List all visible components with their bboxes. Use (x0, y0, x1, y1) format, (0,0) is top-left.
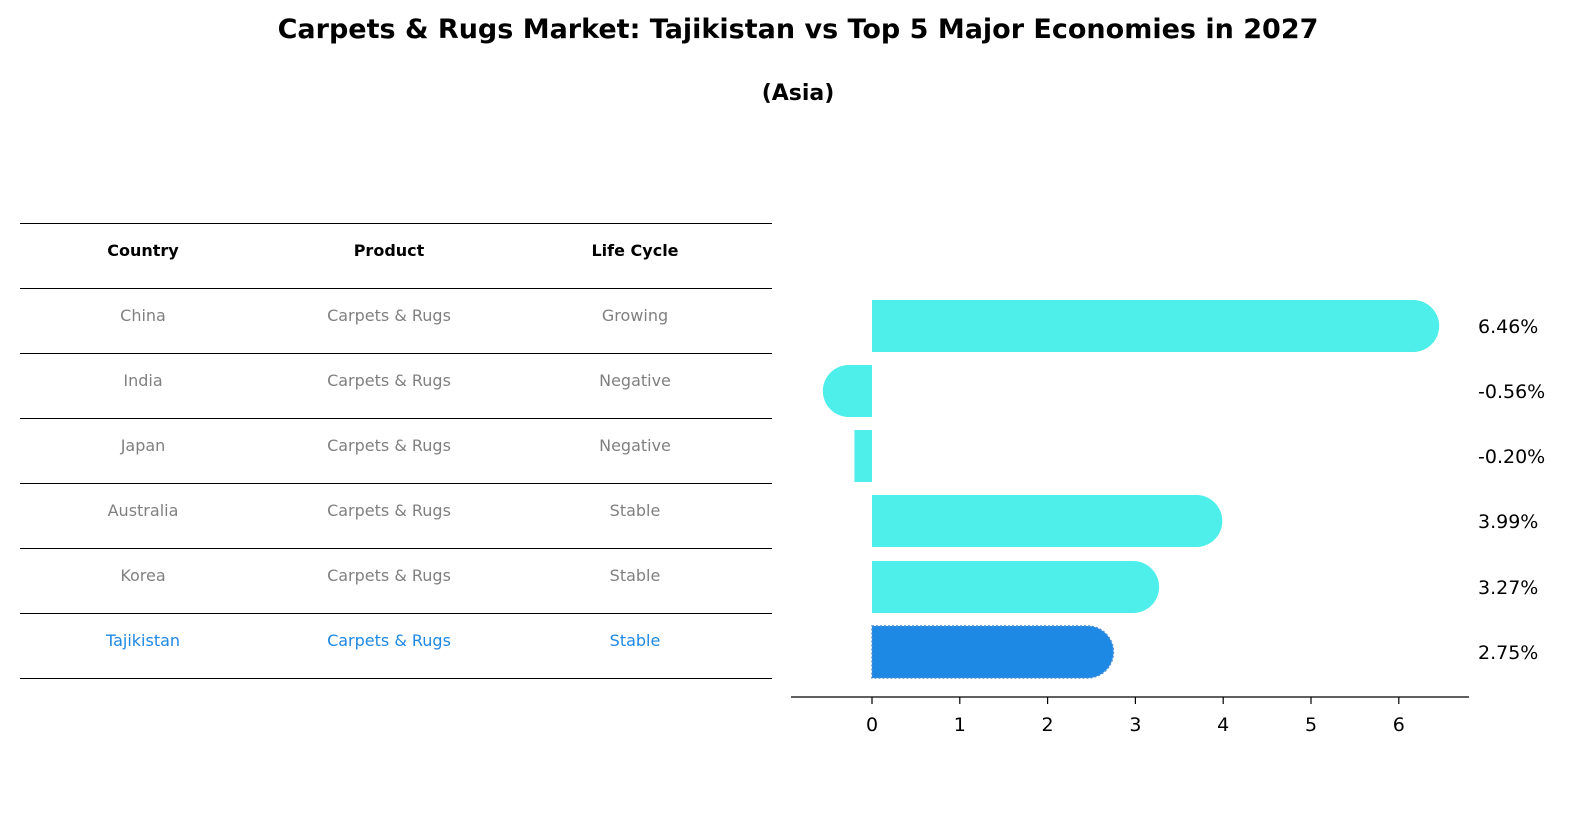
cell-country-highlight: Tajikistan (105, 631, 181, 650)
cell-life-cycle: Stable (609, 566, 661, 585)
cell-life-cycle-highlight: Stable (609, 631, 661, 650)
bar-value-label: -0.20% (1478, 446, 1545, 468)
table-rule (20, 288, 772, 289)
bar-value-label: 6.46% (1478, 316, 1538, 338)
cell-product: Carpets & Rugs (327, 501, 451, 520)
chart-title: Carpets & Rugs Market: Tajikistan vs Top… (277, 14, 1319, 45)
chart-subtitle: (Asia) (761, 81, 835, 106)
x-tick-label: 1 (954, 714, 966, 736)
x-tick-label: 5 (1305, 714, 1317, 736)
table-rule (20, 613, 772, 614)
cell-country: Japan (120, 436, 166, 455)
cell-life-cycle: Stable (609, 501, 661, 520)
x-tick-label: 2 (1042, 714, 1054, 736)
cell-product: Carpets & Rugs (327, 306, 451, 325)
header-country: Country (107, 241, 179, 260)
table-rule (20, 223, 772, 224)
bar (854, 430, 872, 482)
bar (822, 365, 872, 417)
table-rule (20, 483, 772, 484)
cell-life-cycle: Negative (599, 371, 671, 390)
table-rule (20, 548, 772, 549)
bar (872, 300, 1440, 352)
x-tick-label: 6 (1393, 714, 1405, 736)
cell-product: Carpets & Rugs (327, 436, 451, 455)
x-tick-label: 0 (866, 714, 878, 736)
cell-product: Carpets & Rugs (327, 566, 451, 585)
bar (872, 561, 1160, 613)
x-tick-label: 3 (1129, 714, 1141, 736)
cell-country: Korea (120, 566, 166, 585)
cell-product: Carpets & Rugs (327, 371, 451, 390)
cell-country: China (120, 306, 166, 325)
header-life-cycle: Life Cycle (591, 241, 679, 260)
bar-value-label: -0.56% (1478, 381, 1545, 403)
bar-value-label: 3.27% (1478, 577, 1538, 599)
table-rule (20, 353, 772, 354)
header-product: Product (353, 241, 425, 260)
bar-value-label: 2.75% (1478, 642, 1538, 664)
x-tick-label: 4 (1217, 714, 1229, 736)
cell-life-cycle: Growing (601, 306, 669, 325)
table-rule (20, 418, 772, 419)
bar (872, 495, 1223, 547)
cell-country: India (123, 371, 163, 390)
table-rule (20, 678, 772, 679)
cell-product-highlight: Carpets & Rugs (327, 631, 451, 650)
cell-life-cycle: Negative (599, 436, 671, 455)
cell-country: Australia (107, 501, 179, 520)
bar-highlight (871, 625, 1115, 679)
bar-value-label: 3.99% (1478, 511, 1538, 533)
